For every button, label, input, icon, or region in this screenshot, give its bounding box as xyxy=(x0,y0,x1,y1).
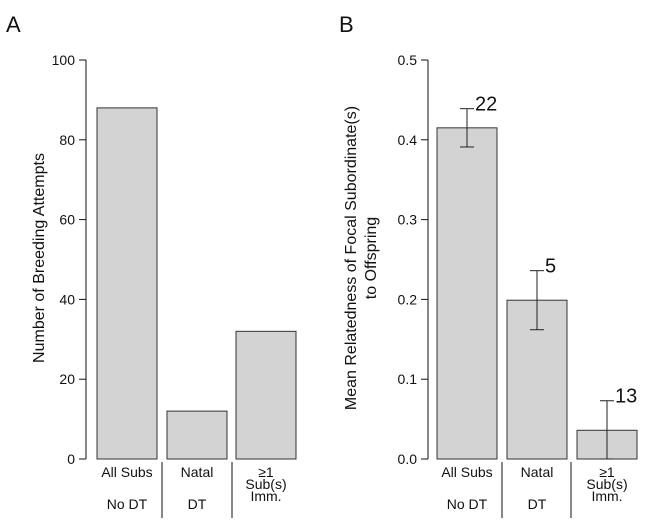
panel-a-chart: A 0 20 40 60 80 100 Number of Breeding Attempt… xyxy=(6,12,297,518)
panel-b-sample-size-label: 5 xyxy=(545,256,556,278)
panel-b-y-axis-title: to Offspring xyxy=(363,217,380,299)
panel-a-category-label: Imm. xyxy=(250,488,281,504)
panel-b-category-label: Imm. xyxy=(591,488,622,504)
panel-a-letter: A xyxy=(6,12,21,37)
panel-a-category-label: ≥1 xyxy=(258,464,274,480)
panel-b-category-label: ≥1 xyxy=(599,464,615,480)
panel-b-y-tick-label: 0.2 xyxy=(398,291,418,307)
panel-b-y-tick-label: 0.4 xyxy=(398,132,418,148)
panel-b-y-axis-title: Mean Relatedness of Focal Subordinate(s) xyxy=(343,106,360,410)
panel-a-y-tick-label: 60 xyxy=(59,212,75,228)
panel-a-bar-3 xyxy=(235,330,297,460)
panel-b-chart: B 0.0 0.1 0.2 0.3 0.4 0.5 Mean Relatedness of … xyxy=(339,12,638,518)
panel-b-sample-size-label: 13 xyxy=(615,386,637,408)
panel-a-category-label: Sub(s) xyxy=(245,476,286,492)
panel-a-y-tick-label: 20 xyxy=(59,371,75,387)
panel-a-category-label: All Subs xyxy=(101,464,152,480)
panel-a-y-tick-label: 40 xyxy=(59,291,75,307)
panel-a-category-label: Natal xyxy=(181,464,214,480)
panel-b-group-label: No DT xyxy=(447,496,488,512)
panel-a-y-axis-title: Number of Breeding Attempts xyxy=(31,153,48,363)
panel-b-y-tick-label: 0.5 xyxy=(398,52,418,68)
panel-b-sample-size-label: 22 xyxy=(475,94,497,116)
panel-b-y-tick-label: 0.0 xyxy=(398,451,418,467)
panel-b-category-label: Sub(s) xyxy=(586,476,627,492)
panel-a-bar-1 xyxy=(96,107,158,460)
panel-a-y-tick-label: 80 xyxy=(59,132,75,148)
panel-a-group-label: No DT xyxy=(107,496,148,512)
panel-a-group-label: DT xyxy=(188,496,207,512)
panel-b-bar-1 xyxy=(436,127,498,460)
panel-b-category-label: Natal xyxy=(521,464,554,480)
panel-b-group-label: DT xyxy=(528,496,547,512)
panel-b-y-tick-label: 0.1 xyxy=(398,371,418,387)
panel-b-y-tick-label: 0.3 xyxy=(398,212,418,228)
panel-a-y-tick-label: 100 xyxy=(52,52,76,68)
panel-b-letter: B xyxy=(339,12,354,37)
panel-a-y-tick-label: 0 xyxy=(67,451,75,467)
panel-a-bar-2 xyxy=(166,410,228,460)
panel-b-category-label: All Subs xyxy=(441,464,492,480)
